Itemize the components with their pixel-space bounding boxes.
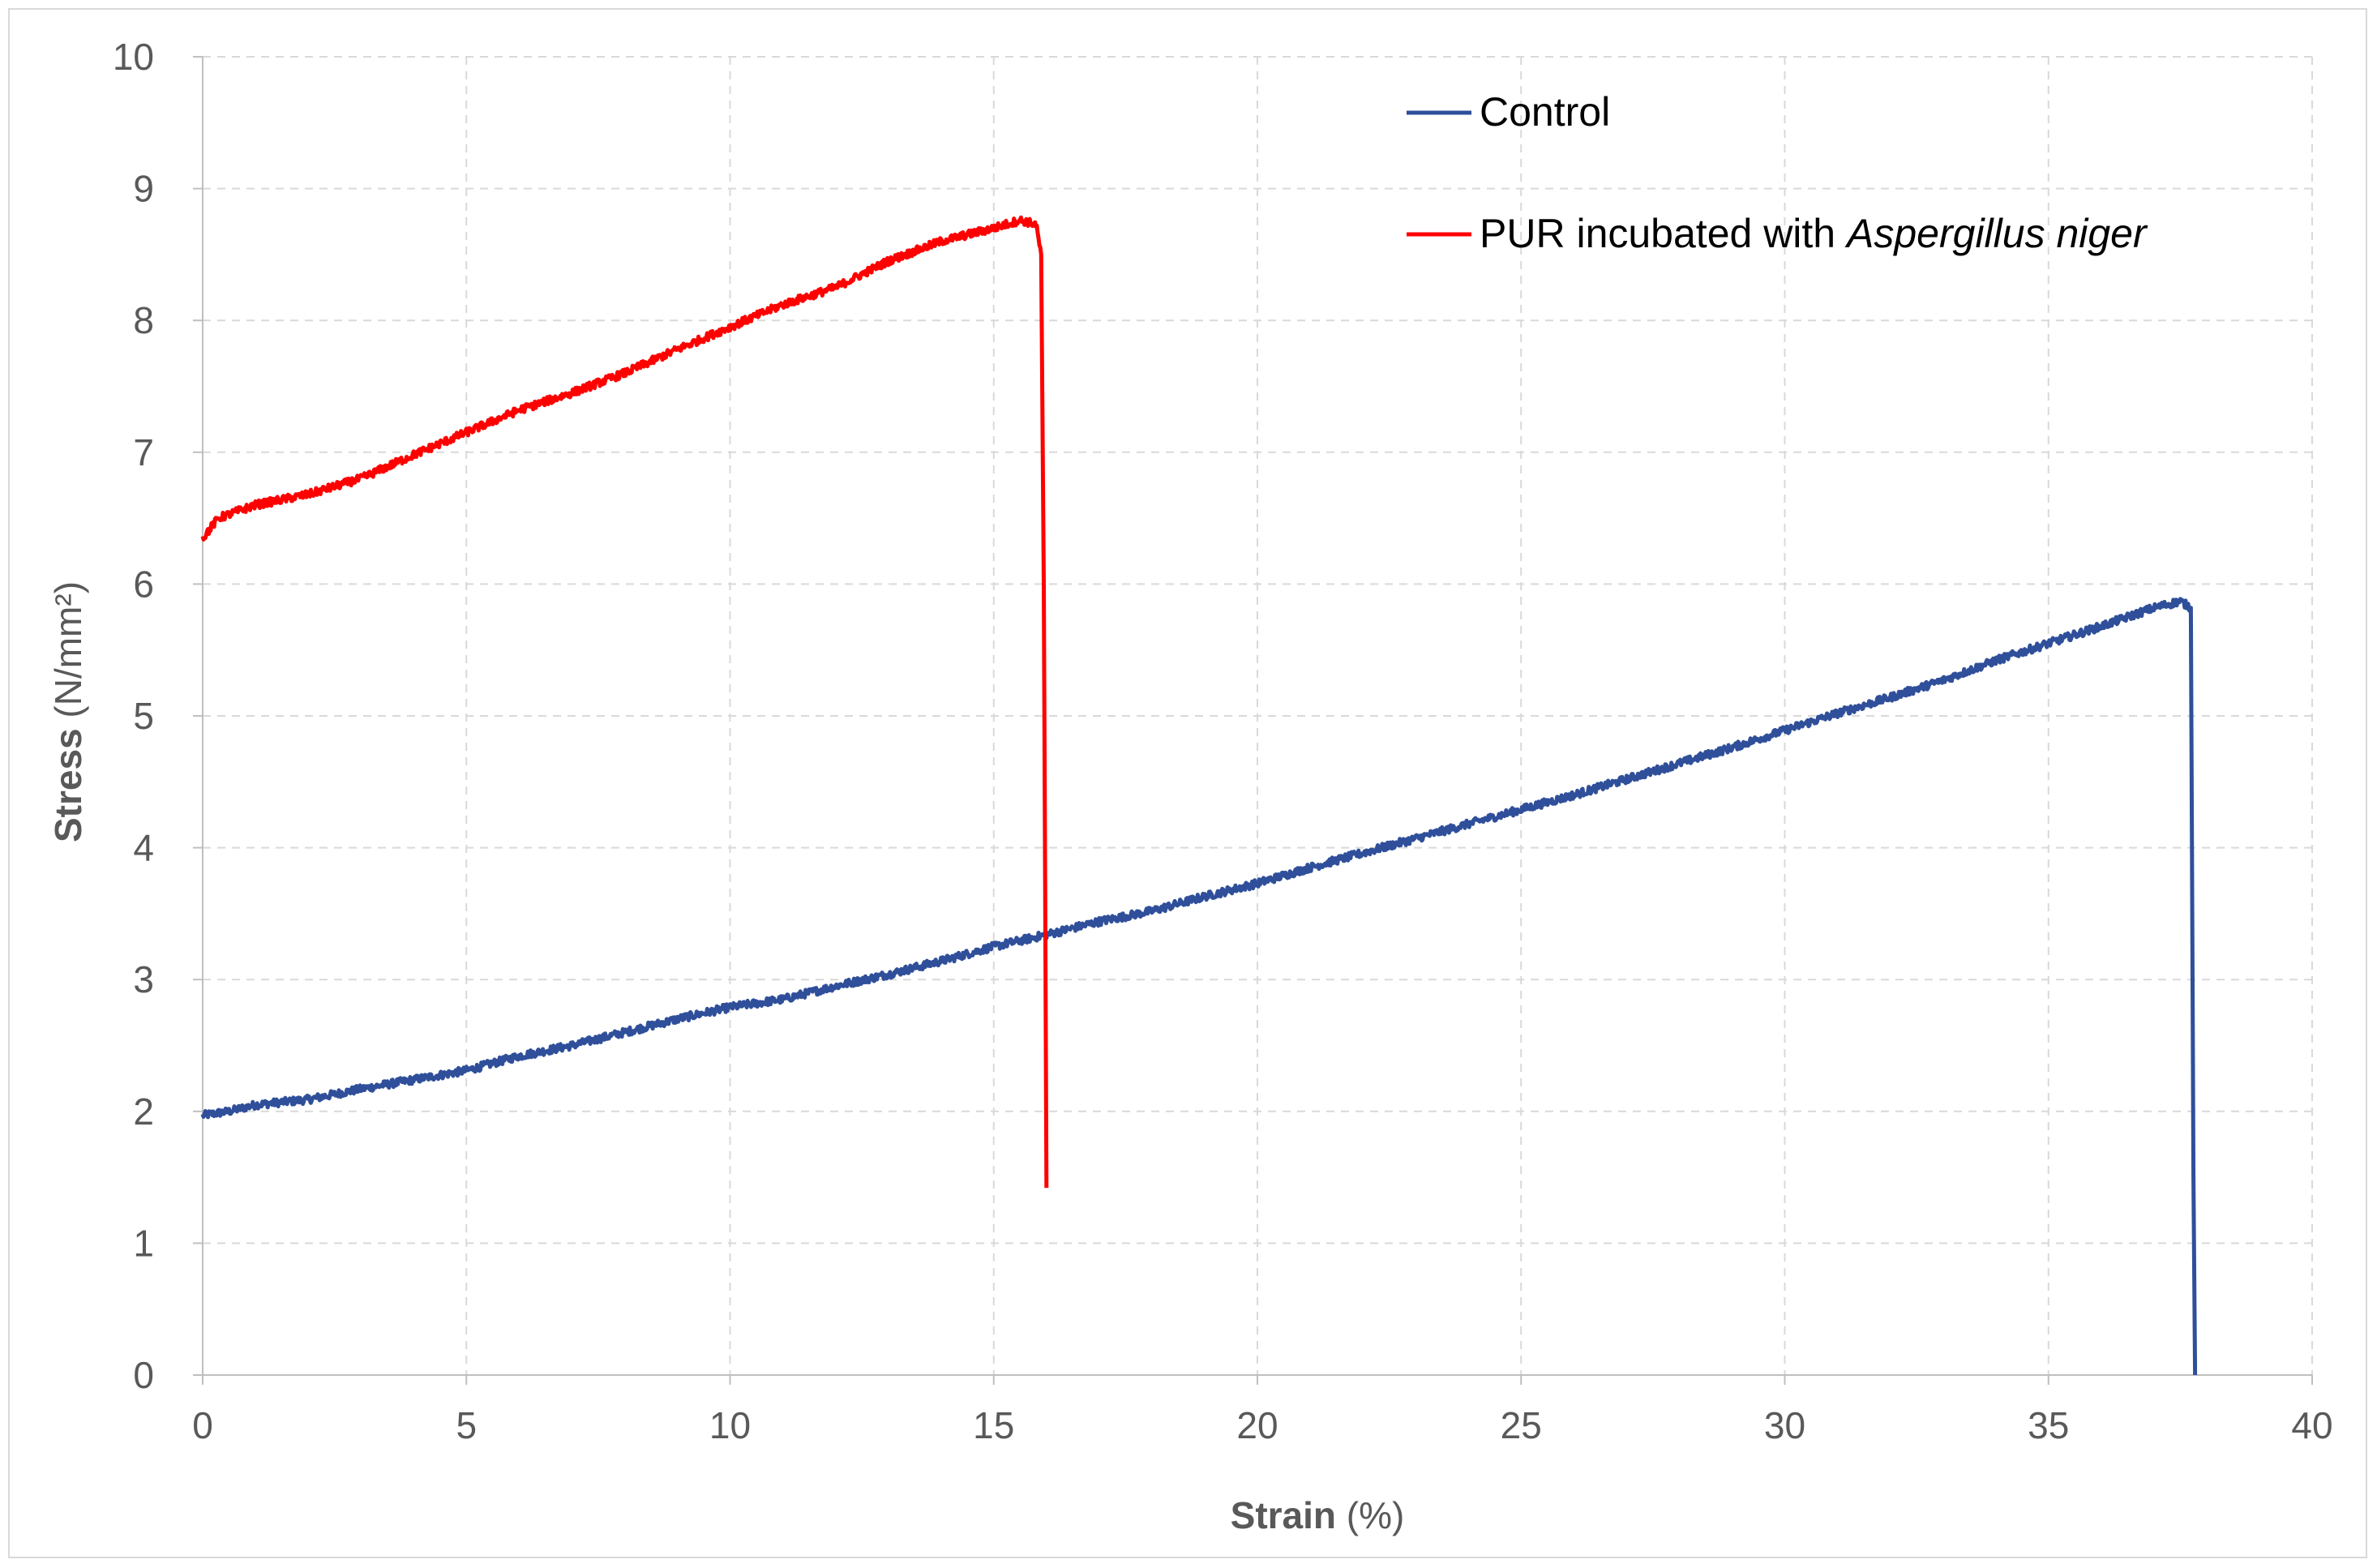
axes — [193, 56, 2313, 1385]
y-tick-label: 6 — [133, 563, 154, 605]
legend-label: Control — [1480, 89, 1610, 135]
y-axis-title: Stress (N/mm²) — [47, 581, 89, 842]
x-tick-label: 15 — [973, 1404, 1014, 1446]
x-tick-label: 5 — [456, 1404, 477, 1446]
x-tick-label: 0 — [192, 1404, 213, 1446]
y-tick-label: 2 — [133, 1090, 154, 1133]
y-tick-label: 7 — [133, 431, 154, 473]
y-axis-title-bold: Stress — [47, 728, 89, 842]
x-tick-label: 10 — [709, 1404, 751, 1446]
x-axis-title: Strain (%) — [1231, 1494, 1405, 1536]
y-tick-label: 3 — [133, 958, 154, 1000]
series-line-control — [200, 597, 2198, 1376]
grid — [203, 56, 2313, 1375]
x-tick-label: 35 — [2028, 1404, 2069, 1446]
x-tick-labels: 0 5 10 15 20 25 30 35 40 — [192, 1404, 2332, 1446]
y-tick-labels: 0 1 2 3 4 5 6 7 8 9 10 — [113, 36, 154, 1396]
y-tick-label: 1 — [133, 1222, 154, 1264]
legend-label: PUR incubated with Aspergillus niger — [1480, 211, 2148, 256]
y-axis-title-unit: (N/mm²) — [47, 581, 89, 728]
y-tick-label: 10 — [113, 36, 154, 78]
x-axis-title-unit: (%) — [1336, 1494, 1404, 1536]
x-tick-label: 20 — [1236, 1404, 1278, 1446]
chart-frame — [8, 8, 2367, 1558]
legend-label-italic: Aspergillus niger — [1844, 211, 2148, 256]
legend-label-part: PUR incubated with — [1480, 211, 1847, 256]
series-line-pur-aspergillus — [200, 215, 1049, 1189]
series-layer — [200, 215, 2198, 1376]
y-tick-label: 8 — [133, 299, 154, 341]
legend-label-part: Control — [1480, 89, 1610, 135]
x-tick-label: 25 — [1501, 1404, 1542, 1446]
x-tick-label: 40 — [2291, 1404, 2332, 1446]
y-tick-label: 4 — [133, 827, 154, 869]
y-tick-label: 9 — [133, 168, 154, 210]
legend: Control PUR incubated with Aspergillus ni… — [1407, 89, 2148, 256]
y-tick-label: 5 — [133, 695, 154, 737]
y-tick-label: 0 — [133, 1354, 154, 1396]
x-axis-title-bold: Strain — [1231, 1494, 1336, 1536]
x-tick-label: 30 — [1764, 1404, 1805, 1446]
